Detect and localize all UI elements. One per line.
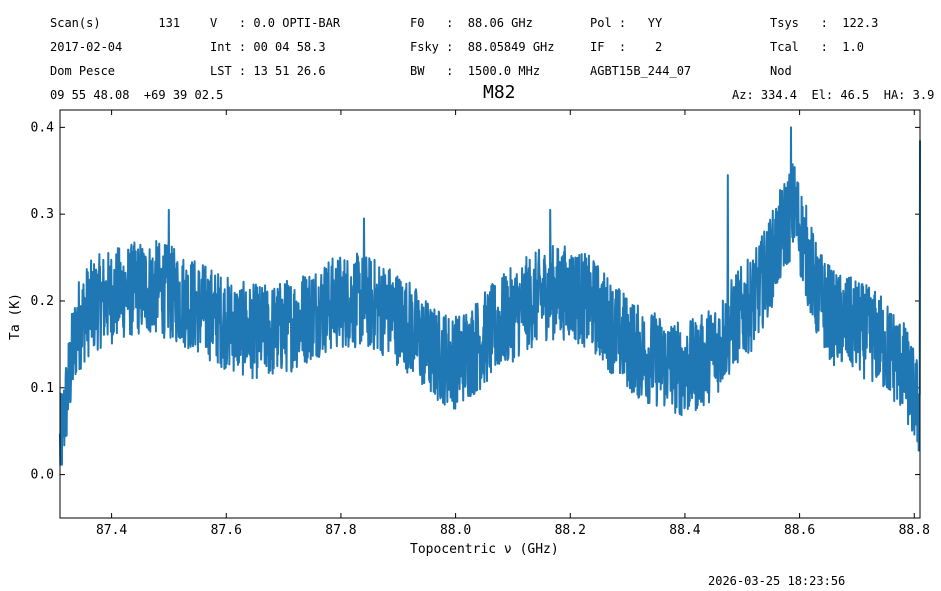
x-axis-label: Topocentric ν (GHz) — [410, 542, 559, 557]
header-project: AGBT15B_244_07 — [590, 64, 692, 78]
timestamp: 2026-03-25 18:23:56 — [708, 574, 846, 588]
header-date: 2017-02-04 — [50, 40, 123, 54]
y-tick-label: 0.1 — [31, 381, 54, 396]
x-tick-label: 88.8 — [899, 523, 930, 538]
y-axis-label: Ta (K) — [8, 293, 23, 340]
header-if: IF : 2 — [590, 40, 663, 54]
header-bw: BW : 1500.0 MHz — [410, 64, 541, 78]
x-tick-label: 88.0 — [440, 523, 471, 538]
header-f0: F0 : 88.06 GHz — [410, 16, 533, 30]
x-tick-label: 87.6 — [211, 523, 242, 538]
header-velocity: V : 0.0 OPTI-BAR — [210, 16, 341, 30]
header-int: Int : 00 04 58.3 — [210, 40, 326, 54]
header-scan: Scan(s) 131 — [50, 16, 181, 30]
header-pol: Pol : YY — [590, 16, 663, 30]
y-tick-label: 0.4 — [31, 120, 55, 135]
header-observer: Dom Pesce — [50, 64, 116, 78]
x-tick-label: 87.8 — [325, 523, 356, 538]
header-tcal: Tcal : 1.0 — [770, 40, 864, 54]
x-tick-label: 87.4 — [96, 523, 127, 538]
y-tick-label: 0.3 — [31, 207, 54, 222]
header-fsky: Fsky : 88.05849 GHz — [410, 40, 555, 54]
y-tick-label: 0.2 — [31, 294, 54, 309]
x-tick-label: 88.2 — [555, 523, 586, 538]
plot-frame — [59, 109, 921, 519]
chart-title: M82 — [483, 82, 516, 103]
header-coords: 09 55 48.08 +69 39 02.5 — [50, 88, 224, 102]
header-lst: LST : 13 51 26.6 — [210, 64, 326, 78]
x-tick-label: 88.4 — [669, 523, 700, 538]
x-tick-label: 88.6 — [784, 523, 815, 538]
spectrum-line — [59, 126, 921, 466]
header-azel: Az: 334.4 El: 46.5 HA: 3.9 — [732, 88, 935, 102]
y-tick-label: 0.0 — [31, 468, 54, 483]
header-procedure: Nod — [770, 64, 792, 78]
header-tsys: Tsys : 122.3 — [770, 16, 879, 30]
